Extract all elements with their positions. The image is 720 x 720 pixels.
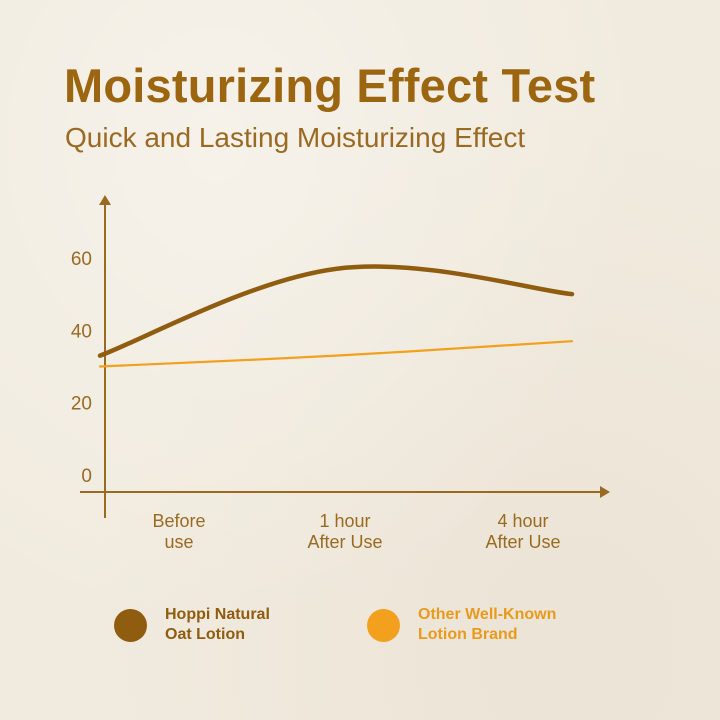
series-line-hoppi: [97, 264, 575, 358]
x-tick-label-line: 4 hour: [497, 511, 549, 531]
x-tick-label-line: After Use: [485, 532, 561, 552]
legend-swatch-hoppi: [114, 608, 147, 642]
y-tick-label: 20: [71, 394, 92, 415]
x-tick-label: Before use: [109, 511, 249, 553]
legend-label-other: Other Well-Known Lotion Brand: [418, 605, 598, 645]
x-tick-label: 1 hour After Use: [275, 511, 415, 553]
legend-label-other-line1: Other Well-Known: [418, 606, 557, 623]
legend-label-hoppi-line1: Hoppi Natural: [165, 606, 270, 623]
chart-axes: [80, 195, 610, 518]
series-line-other: [98, 340, 574, 368]
x-axis-arrowhead: [600, 486, 610, 498]
y-tick-label: 0: [81, 466, 92, 487]
legend-label-hoppi: Hoppi Natural Oat Lotion: [165, 605, 305, 645]
y-tick-label: 60: [71, 249, 92, 270]
x-tick-label-line: use: [164, 532, 194, 552]
x-tick-label-line: 1 hour: [319, 511, 371, 531]
y-tick-labels: 0 20 40 60: [71, 249, 92, 487]
y-tick-label: 40: [71, 321, 92, 342]
page-title: Moisturizing Effect Test: [64, 59, 596, 112]
page-subtitle: Quick and Lasting Moisturizing Effect: [65, 122, 526, 153]
legend-label-other-line2: Lotion Brand: [418, 626, 518, 643]
legend-item-other: Other Well-Known Lotion Brand: [367, 605, 598, 645]
legend-item-hoppi: Hoppi Natural Oat Lotion: [114, 605, 305, 645]
chart-series-lines: [97, 264, 575, 368]
x-tick-label-line: After Use: [307, 532, 383, 552]
x-tick-label-line: Before: [152, 511, 206, 531]
legend-label-hoppi-line2: Oat Lotion: [165, 626, 245, 643]
x-tick-label: 4 hour After Use: [453, 511, 593, 553]
y-axis-arrowhead: [99, 195, 111, 205]
legend-swatch-other: [367, 608, 400, 642]
